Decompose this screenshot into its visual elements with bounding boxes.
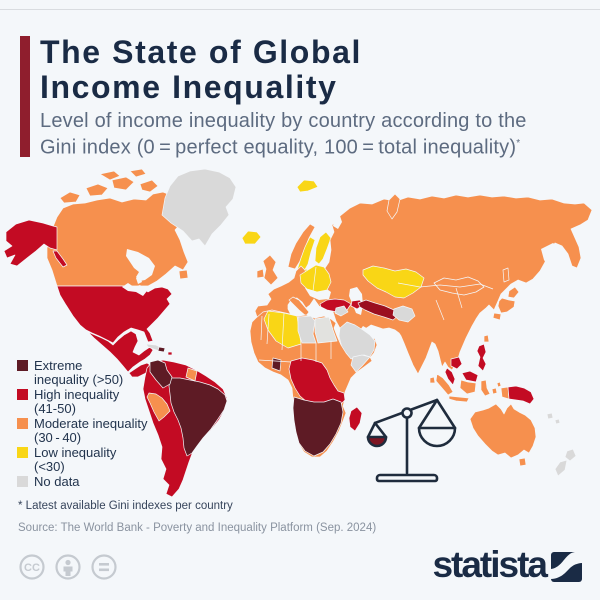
svg-text:statista: statista: [433, 544, 548, 585]
svg-text:CC: CC: [24, 562, 40, 574]
